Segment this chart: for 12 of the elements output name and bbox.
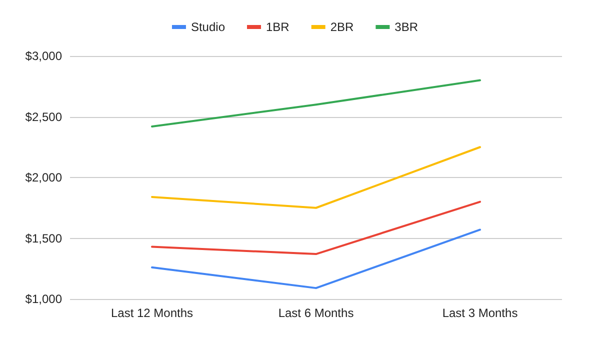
y-tick-label: $2,000 <box>25 170 62 184</box>
y-tick-label: $2,500 <box>25 110 62 124</box>
x-tick-label: Last 12 Months <box>110 306 194 320</box>
x-tick-label: Last 3 Months <box>442 306 518 320</box>
x-tick-label: Last 6 Months <box>278 306 354 320</box>
y-tick-label: $1,500 <box>25 231 62 246</box>
y-tick-label: $3,000 <box>25 49 62 63</box>
legend-label: 3BR <box>394 20 418 34</box>
legend-label: 2BR <box>330 20 354 34</box>
legend-label: Studio <box>190 20 226 34</box>
y-tick-label: $1,000 <box>25 292 62 306</box>
legend-label: 1BR <box>266 20 290 34</box>
